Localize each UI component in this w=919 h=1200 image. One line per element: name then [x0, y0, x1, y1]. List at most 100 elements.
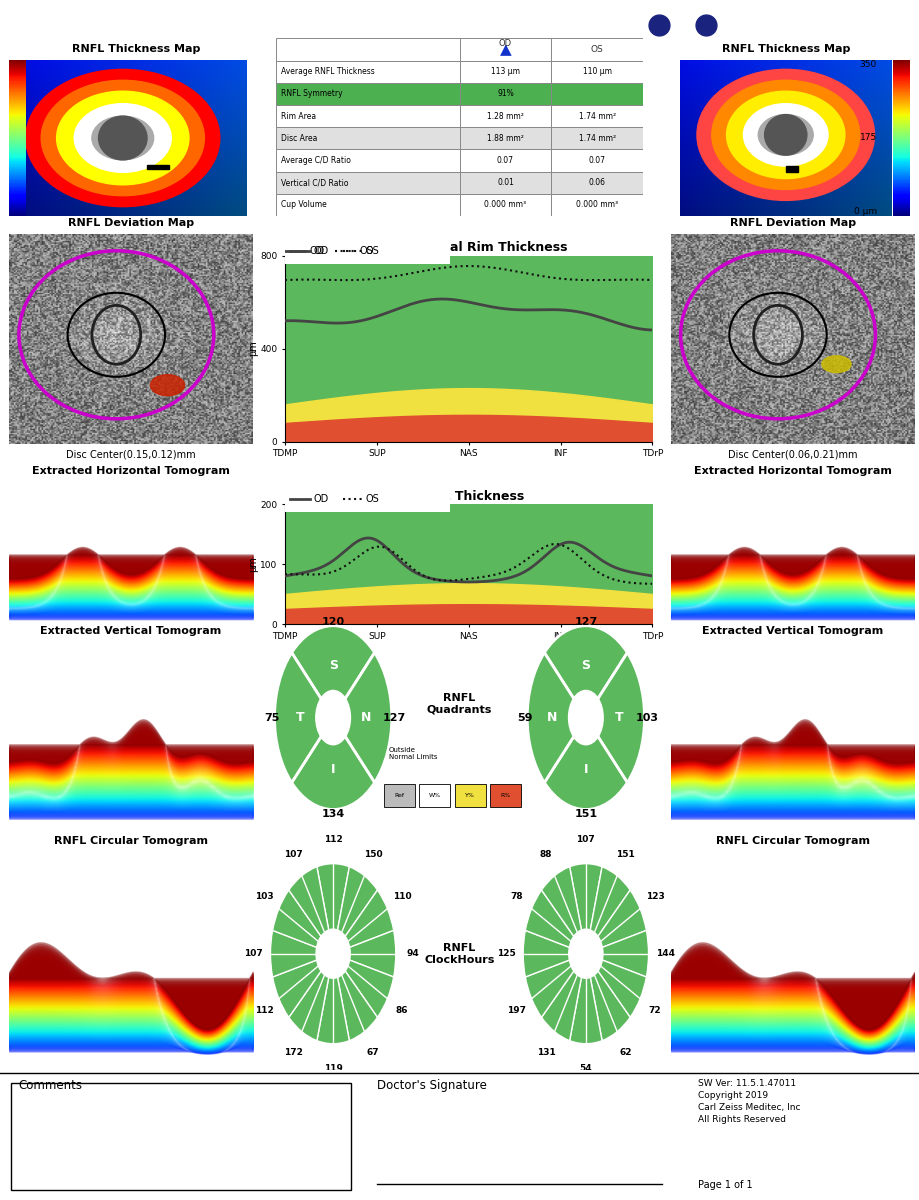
Text: 120: 120 — [322, 617, 345, 626]
Wedge shape — [273, 890, 333, 954]
Bar — [276, 83, 460, 104]
Wedge shape — [586, 930, 649, 977]
Text: Average C/D Ratio: Average C/D Ratio — [281, 156, 351, 164]
Wedge shape — [270, 930, 333, 977]
Text: Doctor's Signature: Doctor's Signature — [377, 1080, 487, 1092]
Circle shape — [743, 103, 828, 166]
Text: 107: 107 — [284, 850, 302, 859]
Text: I: I — [331, 763, 335, 776]
Text: 103: 103 — [636, 713, 659, 722]
Title: RNFL Thickness: RNFL Thickness — [414, 490, 524, 503]
Text: 197: 197 — [507, 1007, 527, 1015]
Wedge shape — [541, 954, 586, 1040]
Text: 59: 59 — [516, 713, 532, 722]
Bar — [276, 61, 460, 83]
FancyBboxPatch shape — [283, 236, 452, 265]
Text: 150: 150 — [364, 850, 382, 859]
Text: 78: 78 — [510, 892, 523, 901]
Text: 94: 94 — [406, 949, 419, 958]
Text: 0.07: 0.07 — [497, 156, 514, 164]
Text: OD: OD — [310, 246, 325, 256]
Bar — [460, 104, 551, 127]
Text: SW Ver: 11.5.1.47011
Copyright 2019
Carl Zeiss Meditec, Inc
All Rights Reserved: SW Ver: 11.5.1.47011 Copyright 2019 Carl… — [698, 1080, 801, 1124]
Wedge shape — [289, 954, 333, 1040]
Text: Disc Area: Disc Area — [281, 134, 318, 143]
Text: Rim Area: Rim Area — [281, 112, 316, 121]
Text: 91%: 91% — [497, 90, 514, 98]
Wedge shape — [570, 954, 602, 1044]
Text: 1.88 mm²: 1.88 mm² — [487, 134, 524, 143]
Bar — [460, 172, 551, 193]
Text: 175: 175 — [859, 133, 877, 143]
Bar — [276, 172, 460, 193]
Text: Average RNFL Thickness: Average RNFL Thickness — [281, 67, 375, 77]
Circle shape — [697, 70, 875, 200]
Bar — [276, 150, 460, 172]
Text: S: S — [329, 659, 337, 672]
Text: RNFL Thickness Map: RNFL Thickness Map — [72, 43, 200, 54]
Text: RNFL Symmetry: RNFL Symmetry — [281, 90, 343, 98]
Bar — [551, 127, 643, 150]
Wedge shape — [544, 625, 628, 718]
Text: Cup Volume: Cup Volume — [281, 200, 327, 209]
Wedge shape — [333, 866, 378, 954]
Text: Extracted Horizontal Tomogram: Extracted Horizontal Tomogram — [32, 466, 230, 476]
Text: 175: 175 — [42, 133, 60, 143]
Text: OS: OS — [359, 246, 373, 256]
Text: 110: 110 — [393, 892, 412, 901]
Text: 112: 112 — [255, 1007, 274, 1015]
Text: OS: OS — [591, 44, 604, 54]
Text: 134: 134 — [322, 809, 345, 818]
Text: OS: OS — [366, 246, 380, 256]
Wedge shape — [586, 866, 630, 954]
Bar — [276, 127, 460, 150]
Wedge shape — [570, 864, 602, 954]
Text: I: I — [584, 763, 588, 776]
Title: Neuro-retinal Rim Thickness: Neuro-retinal Rim Thickness — [369, 241, 568, 254]
Text: 0.000 mm³: 0.000 mm³ — [484, 200, 527, 209]
Wedge shape — [526, 954, 586, 1018]
Text: RNFL Deviation Map: RNFL Deviation Map — [730, 217, 856, 228]
Text: OD: OD — [499, 38, 512, 48]
Wedge shape — [333, 954, 378, 1040]
Text: 0.01: 0.01 — [497, 179, 514, 187]
Text: 127: 127 — [383, 713, 406, 722]
Wedge shape — [289, 866, 333, 954]
Text: W%: W% — [429, 793, 441, 798]
Circle shape — [727, 91, 845, 179]
Ellipse shape — [98, 116, 147, 160]
Bar — [551, 83, 643, 104]
Wedge shape — [275, 653, 333, 782]
Wedge shape — [586, 954, 646, 1018]
Text: 88: 88 — [539, 850, 552, 859]
Text: RNFL
Quadrants: RNFL Quadrants — [426, 692, 493, 714]
Circle shape — [316, 929, 350, 978]
Text: 125: 125 — [496, 949, 516, 958]
Circle shape — [57, 91, 189, 185]
Ellipse shape — [822, 355, 851, 372]
Text: 0 μm: 0 μm — [42, 206, 65, 216]
Text: 310: 310 — [42, 60, 60, 68]
Text: 123: 123 — [645, 892, 664, 901]
Bar — [276, 38, 460, 61]
Wedge shape — [273, 954, 333, 1018]
Bar — [384, 784, 415, 808]
Bar — [460, 38, 551, 61]
Text: 0.07: 0.07 — [589, 156, 606, 164]
Circle shape — [569, 690, 603, 745]
Text: 86: 86 — [396, 1007, 408, 1015]
Bar — [460, 150, 551, 172]
Circle shape — [92, 116, 153, 160]
Text: Outside
Normal Limits: Outside Normal Limits — [389, 746, 437, 760]
Text: Y%: Y% — [465, 793, 475, 798]
Ellipse shape — [765, 115, 807, 155]
Circle shape — [26, 70, 220, 206]
Text: OD: OD — [613, 18, 639, 32]
Y-axis label: μm: μm — [249, 556, 258, 572]
Text: 107: 107 — [576, 835, 596, 844]
Text: OS: OS — [735, 18, 759, 32]
Text: N: N — [361, 712, 371, 724]
Text: R%: R% — [500, 793, 511, 798]
Text: OD: OD — [313, 246, 328, 256]
Text: 144: 144 — [656, 949, 675, 958]
